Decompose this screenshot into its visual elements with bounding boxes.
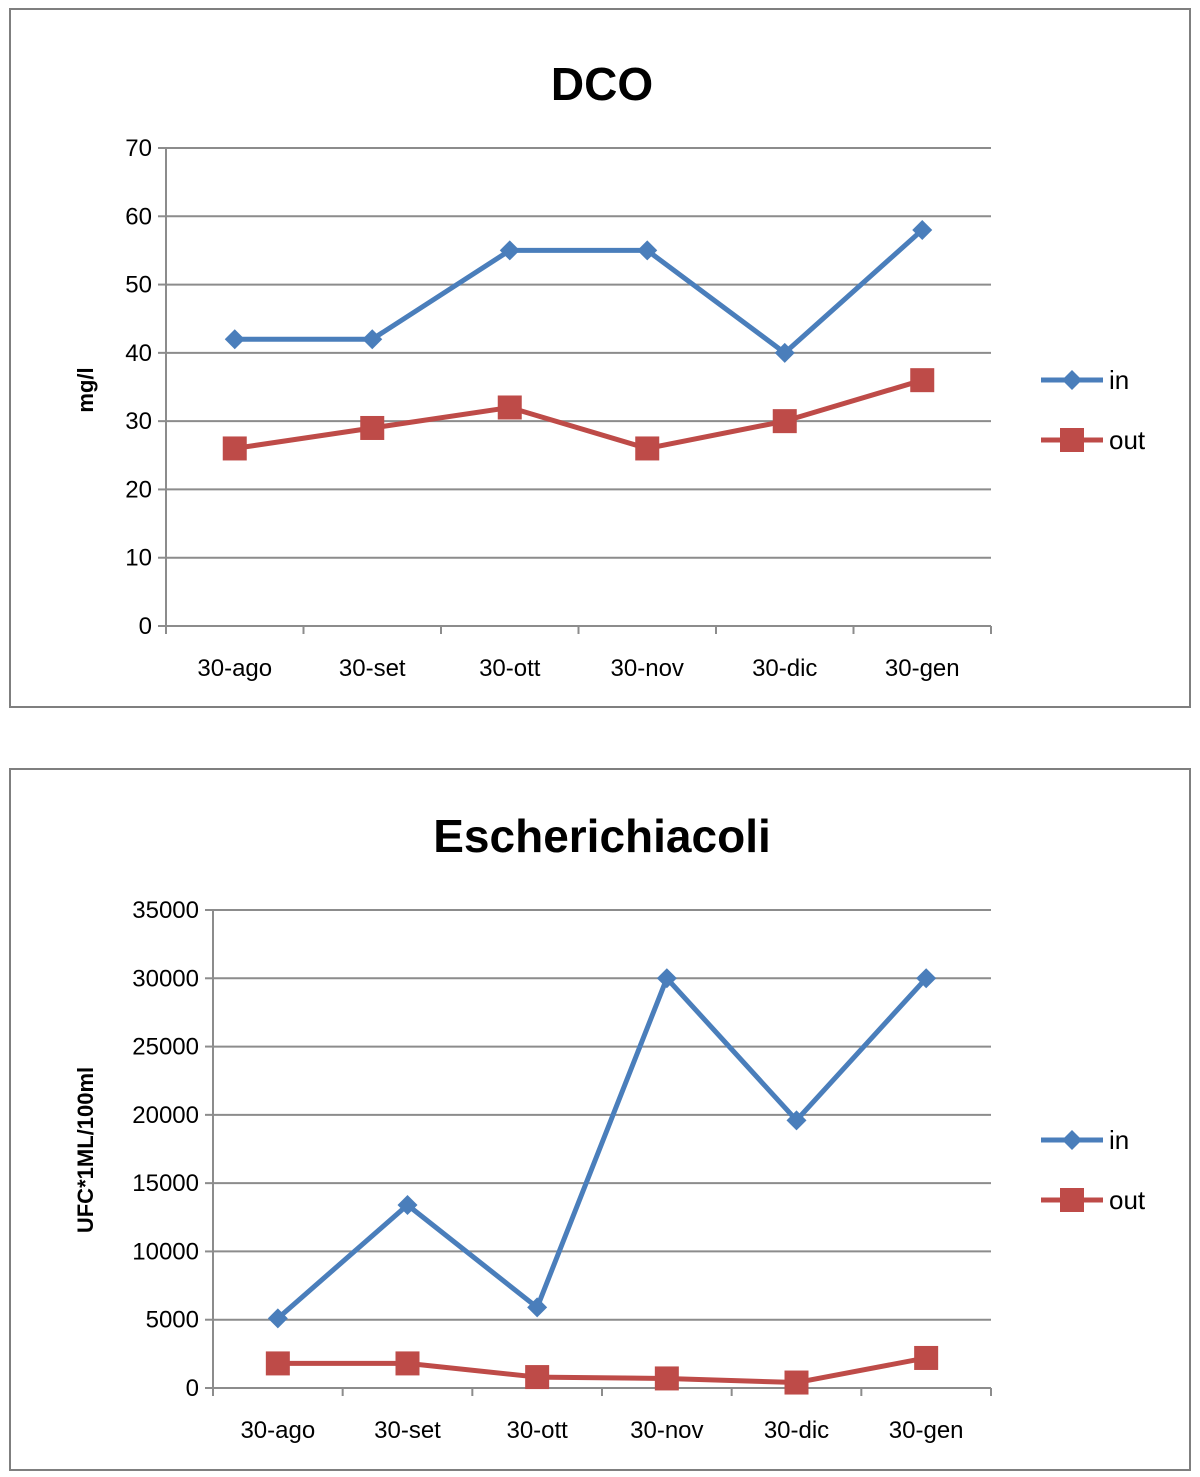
- y-tick-label: 25000: [132, 1034, 199, 1061]
- y-axis-label: mg/l: [73, 367, 98, 412]
- data-point-in: [786, 1110, 807, 1131]
- data-point-in: [397, 1194, 418, 1215]
- x-tick-label: 30-set: [374, 1417, 441, 1444]
- y-tick-label: 15000: [132, 1170, 199, 1197]
- y-tick-label: 60: [125, 203, 152, 230]
- legend-label-out: out: [1109, 425, 1146, 455]
- chart-title: DCO: [551, 58, 653, 110]
- y-tick-label: 5000: [146, 1307, 199, 1334]
- y-tick-label: 40: [125, 340, 152, 367]
- data-point-out: [265, 1351, 290, 1376]
- y-tick-label: 10: [125, 545, 152, 572]
- x-tick-label: 30-gen: [885, 655, 960, 682]
- legend-label-in: in: [1109, 1125, 1129, 1155]
- chart-dco-svg: DCO mg/l 0 10 20 30 40 50 60 70 30-ago 30-set 30-o…: [73, 58, 1146, 682]
- data-point-out: [635, 436, 660, 461]
- data-point-out: [360, 415, 385, 440]
- y-tick-label: 20: [125, 476, 152, 503]
- legend-marker-out: [1060, 428, 1084, 452]
- data-point-in: [774, 342, 795, 363]
- x-tick-label: 30-set: [339, 655, 406, 682]
- data-point-in: [267, 1308, 288, 1329]
- legend-marker-in: [1062, 370, 1082, 390]
- data-point-in: [916, 968, 937, 989]
- x-tick-label: 30-ago: [240, 1417, 315, 1444]
- y-tick-label: 35000: [132, 897, 199, 924]
- data-point-in: [362, 329, 383, 350]
- y-tick-label: 30: [125, 408, 152, 435]
- data-point-out: [222, 436, 247, 461]
- series-line-out: [277, 1355, 927, 1386]
- y-axis-label: UFC*1ML/100ml: [73, 1067, 98, 1233]
- chart-escherichiacoli-svg: Escherichiacoli UFC*1ML/100ml 0 5000 10000…: [73, 810, 1146, 1444]
- x-tick-label: 30-dic: [764, 1417, 829, 1444]
- x-tick-label: 30-nov: [630, 1417, 703, 1444]
- data-point-in: [499, 240, 520, 261]
- data-point-in: [912, 219, 933, 240]
- y-tick-label: 20000: [132, 1102, 199, 1129]
- x-tick-label: 30-nov: [611, 655, 684, 682]
- y-tick-label: 10000: [132, 1238, 199, 1265]
- chart-title: Escherichiacoli: [433, 810, 771, 862]
- series-line-in: [276, 975, 929, 1321]
- legend-label-out: out: [1109, 1185, 1146, 1215]
- x-tick-label: 30-dic: [752, 655, 817, 682]
- y-tick-label: 50: [125, 272, 152, 299]
- legend-label-in: in: [1109, 365, 1129, 395]
- data-point-out: [784, 1370, 809, 1395]
- data-point-out: [910, 368, 935, 393]
- legend-marker-in: [1062, 1130, 1082, 1150]
- data-point-in: [637, 240, 658, 261]
- y-tick-label: 0: [139, 613, 152, 640]
- data-point-in: [527, 1297, 548, 1318]
- data-point-out: [654, 1366, 679, 1391]
- data-point-in: [224, 329, 245, 350]
- chart-escherichiacoli: Escherichiacoli UFC*1ML/100ml 0 5000 10000…: [9, 768, 1191, 1471]
- data-point-out: [395, 1351, 420, 1376]
- data-point-in: [656, 968, 677, 989]
- series-line-in: [234, 228, 924, 356]
- data-point-out: [497, 395, 522, 420]
- legend-marker-out: [1060, 1188, 1084, 1212]
- chart-dco: DCO mg/l 0 10 20 30 40 50 60 70 30-ago 30-set 30-o…: [9, 8, 1191, 708]
- x-tick-label: 30-ott: [479, 655, 541, 682]
- data-point-out: [525, 1365, 550, 1390]
- y-tick-label: 70: [125, 135, 152, 162]
- x-tick-label: 30-ott: [506, 1417, 568, 1444]
- data-point-out: [914, 1345, 939, 1370]
- y-tick-label: 0: [186, 1375, 199, 1402]
- data-point-out: [772, 409, 797, 434]
- x-tick-label: 30-ago: [197, 655, 272, 682]
- series-line-out: [234, 377, 923, 451]
- y-tick-label: 30000: [132, 965, 199, 992]
- x-tick-label: 30-gen: [889, 1417, 964, 1444]
